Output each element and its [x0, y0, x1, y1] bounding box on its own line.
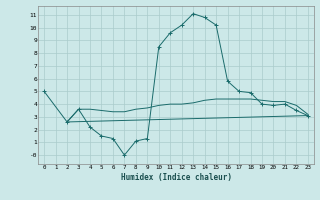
- X-axis label: Humidex (Indice chaleur): Humidex (Indice chaleur): [121, 173, 231, 182]
